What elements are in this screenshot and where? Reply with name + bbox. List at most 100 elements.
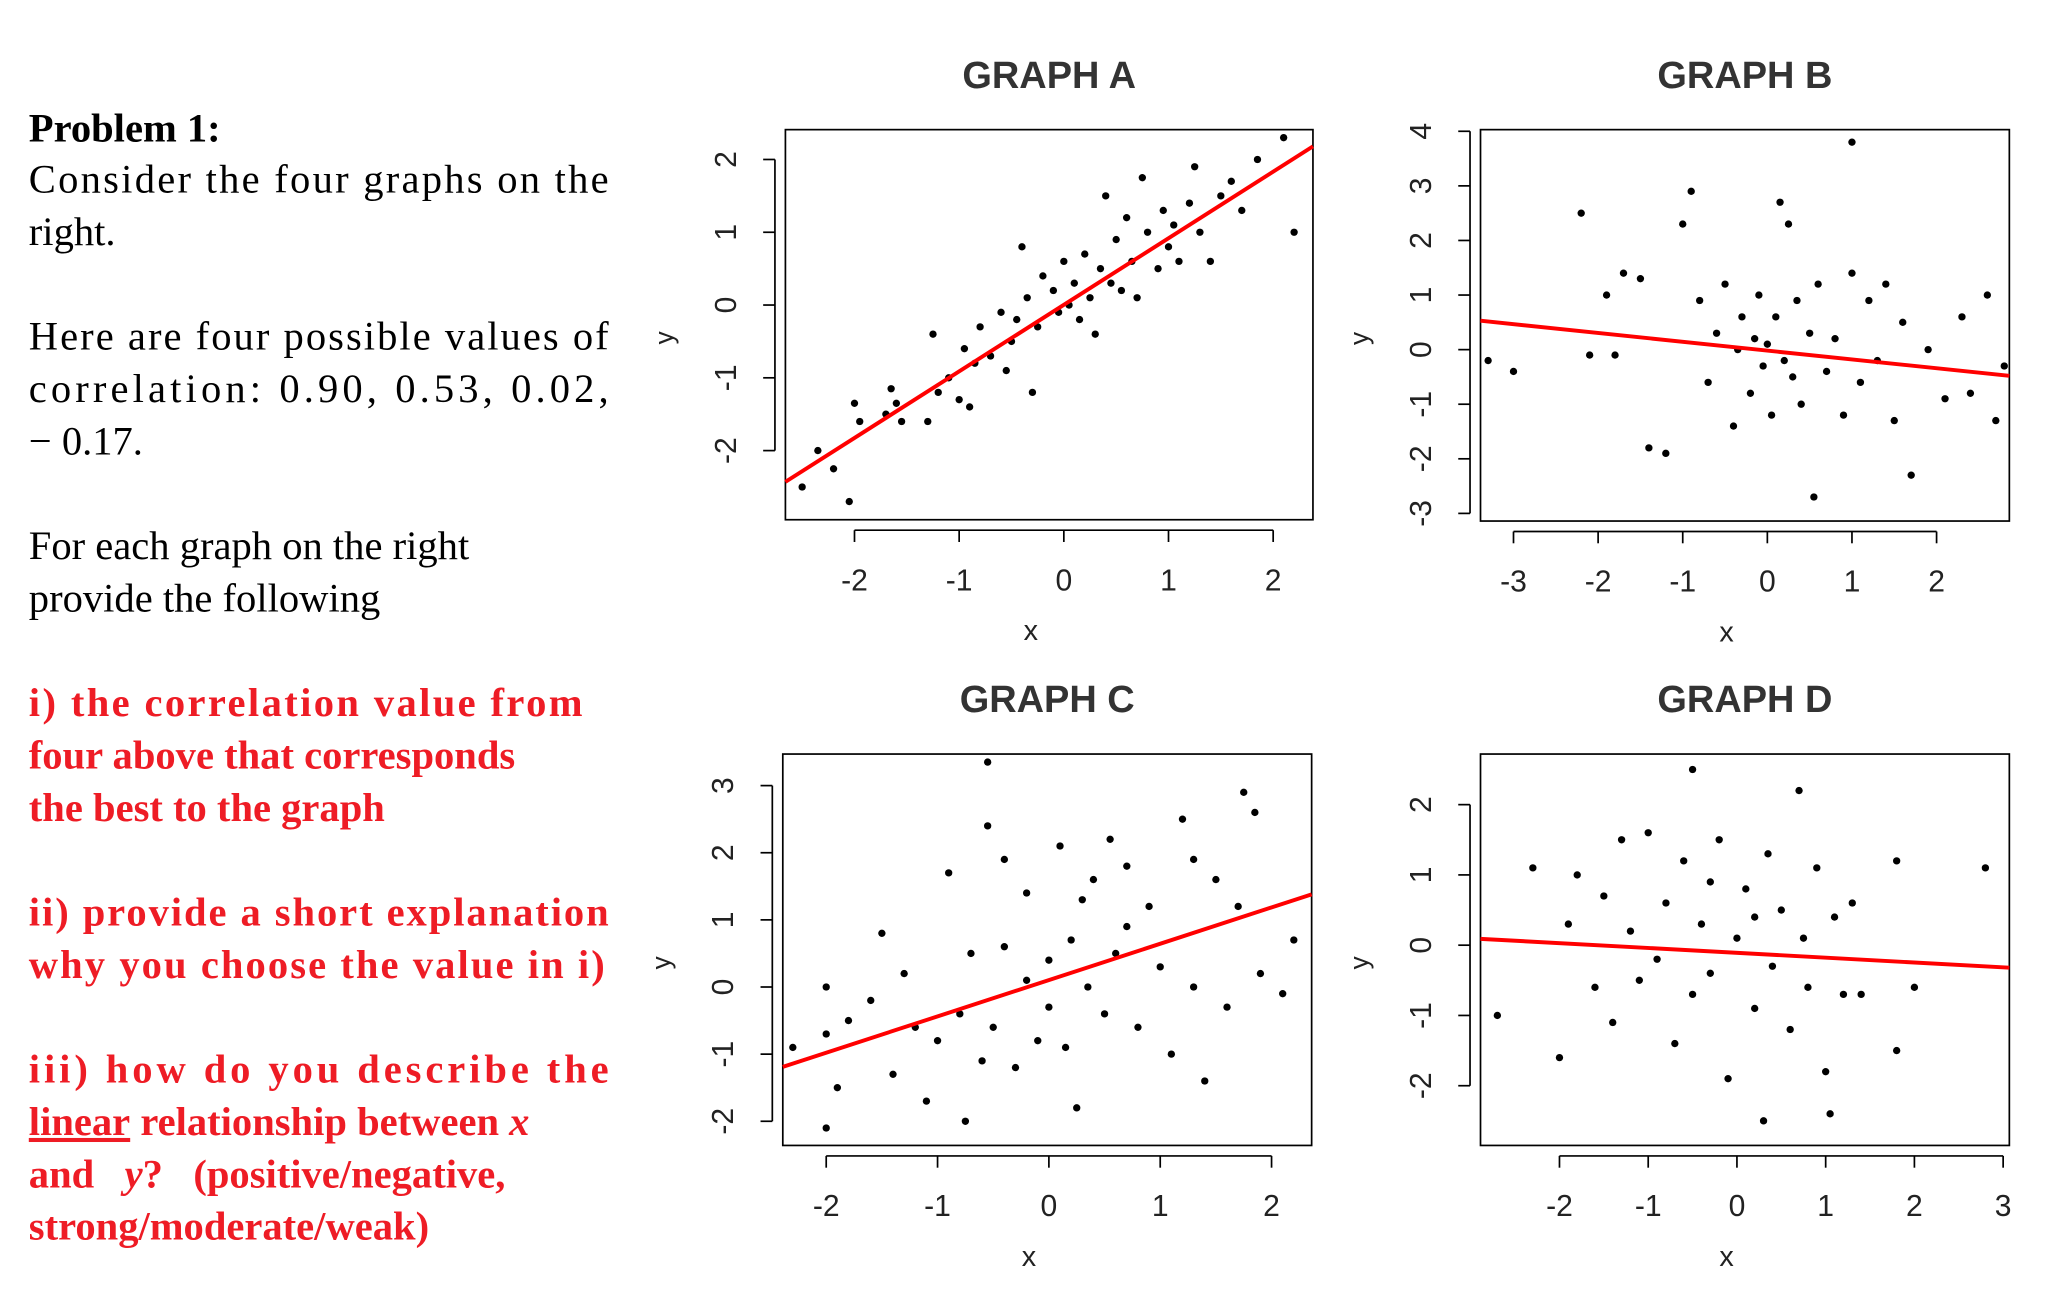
point (1609, 1018, 1617, 1027)
y-tick-label: 4 (1405, 123, 1438, 140)
point (1826, 1110, 1834, 1118)
point (1290, 936, 1298, 944)
point (1857, 990, 1865, 999)
task-line: four above that corresponds (29, 732, 515, 777)
point (1907, 471, 1915, 479)
point (1175, 257, 1183, 266)
point (1123, 922, 1131, 931)
point (1102, 192, 1110, 200)
point (1564, 920, 1573, 928)
point (1089, 875, 1098, 884)
task-line: linear relationship between x (29, 1099, 530, 1144)
point (1679, 220, 1687, 228)
fit-line (784, 144, 1315, 484)
y-tick-label: -1 (707, 1041, 740, 1068)
point (1081, 250, 1089, 258)
point (1022, 976, 1031, 984)
text-span: ? (positive/negative, (143, 1151, 506, 1196)
point (1839, 411, 1848, 419)
point (1636, 275, 1645, 283)
point (1813, 864, 1821, 872)
text-span: relationship between (130, 1099, 509, 1144)
point (845, 497, 853, 506)
point (1602, 291, 1611, 299)
variable: y (120, 1151, 144, 1196)
point (1653, 955, 1661, 963)
text-line: correlation: 0.90, 0.53, 0.02, (29, 366, 609, 411)
x-tick-label: 0 (1729, 1190, 1746, 1223)
point (1890, 416, 1898, 425)
scatter-chart: GRAPH C -2 -1 0 1 2 x -2 -1 0 1 2 3 y (646, 679, 1313, 1273)
point (900, 969, 908, 978)
task-line: ii) provide a short explanation (29, 890, 609, 935)
point (892, 399, 901, 407)
point (1154, 264, 1162, 273)
underlined-word: linear (29, 1099, 130, 1144)
text-line: For each graph on the right (29, 523, 470, 568)
text-line: provide the following (29, 575, 380, 620)
point (1789, 373, 1797, 381)
task-line: the best to the graph (29, 785, 385, 830)
point (945, 869, 953, 877)
y-tick-label: 2 (710, 151, 743, 168)
plot-frame (1479, 128, 2011, 522)
point (1981, 864, 1990, 872)
point (1018, 243, 1026, 251)
point (1585, 351, 1594, 359)
y-tick-label: 3 (707, 777, 740, 794)
point (850, 399, 859, 407)
y-tick-label: -2 (1405, 445, 1438, 472)
point (1159, 206, 1167, 215)
point (1000, 943, 1009, 951)
point (897, 417, 906, 426)
point (1680, 857, 1688, 865)
point (922, 1097, 931, 1105)
point (867, 996, 875, 1005)
point (1662, 449, 1670, 458)
point (929, 330, 937, 338)
fit-line (1480, 318, 2010, 378)
x-tick-label: 0 (1759, 566, 1776, 599)
plot-frame (781, 753, 1313, 1147)
point (960, 345, 969, 353)
point (1635, 976, 1643, 984)
point (1750, 335, 1759, 343)
point (1227, 177, 1235, 185)
point (1002, 366, 1010, 375)
point (1797, 400, 1805, 408)
point (1706, 969, 1714, 977)
point (1091, 330, 1099, 338)
point (1189, 855, 1198, 864)
plot-frame (1479, 753, 2011, 1147)
x-tick-label: 2 (1265, 564, 1282, 597)
point (1086, 294, 1094, 302)
point (1724, 1075, 1732, 1083)
text-line: Here are four possible values of (29, 314, 609, 359)
point (1167, 1050, 1176, 1058)
text-line: right. (29, 209, 116, 254)
point (1746, 389, 1755, 397)
point (844, 1016, 853, 1025)
point (1848, 269, 1856, 277)
point (1201, 1077, 1209, 1085)
point (1049, 286, 1058, 295)
point (1687, 187, 1695, 195)
y-tick-label: -2 (707, 1108, 740, 1135)
point (1067, 936, 1075, 944)
point (1742, 885, 1750, 893)
point (1764, 850, 1772, 858)
point (2000, 362, 2008, 370)
point (1804, 983, 1812, 992)
x-tick-label: -1 (946, 564, 973, 597)
point (1112, 949, 1120, 958)
point (955, 395, 963, 404)
point (1688, 765, 1697, 774)
point (933, 1037, 942, 1045)
point (1831, 335, 1839, 343)
chart-title: GRAPH B (1657, 55, 1832, 97)
task-line: why you choose the value in i) (29, 942, 605, 987)
x-tick-label: 0 (1041, 1190, 1058, 1223)
x-axis-label: x (1022, 1241, 1037, 1273)
x-tick-label: -1 (1635, 1190, 1662, 1223)
point (1170, 221, 1178, 229)
